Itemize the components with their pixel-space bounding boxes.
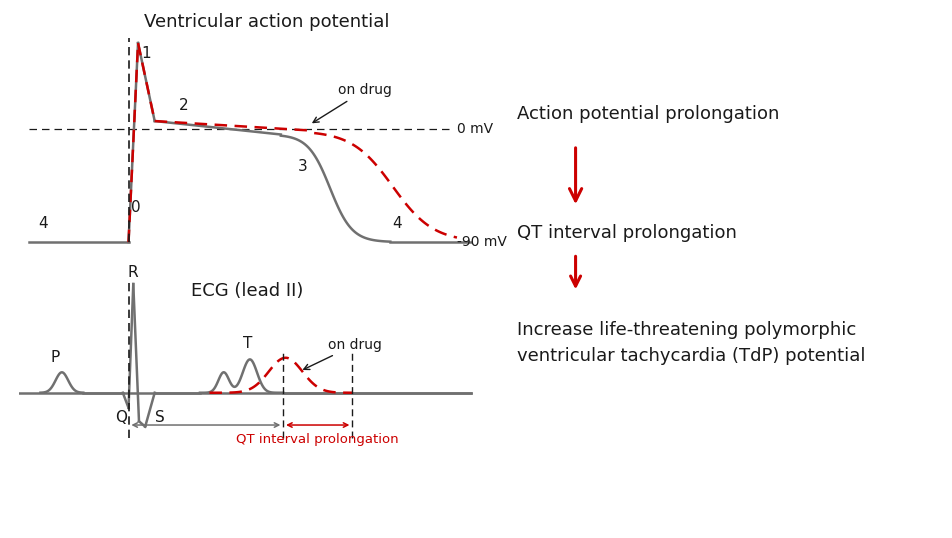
- Text: T: T: [243, 336, 252, 351]
- Text: 1: 1: [141, 46, 151, 61]
- Text: P: P: [50, 350, 59, 365]
- Text: Action potential prolongation: Action potential prolongation: [518, 105, 780, 123]
- Text: 4: 4: [38, 216, 48, 231]
- Text: QT interval prolongation: QT interval prolongation: [236, 433, 399, 446]
- Text: on drug: on drug: [313, 83, 392, 123]
- Text: Increase life-threatening polymorphic
ventricular tachycardia (TdP) potential: Increase life-threatening polymorphic ve…: [518, 321, 866, 365]
- Text: 0 mV: 0 mV: [457, 122, 493, 136]
- Text: R: R: [128, 265, 139, 280]
- Text: ECG (lead II): ECG (lead II): [191, 282, 304, 300]
- Text: 2: 2: [179, 98, 188, 113]
- Text: 4: 4: [392, 216, 403, 231]
- Text: 0: 0: [130, 200, 141, 215]
- Text: Ventricular action potential: Ventricular action potential: [144, 13, 389, 31]
- Text: -90 mV: -90 mV: [457, 235, 506, 249]
- Text: Q: Q: [115, 410, 128, 425]
- Text: S: S: [154, 410, 165, 425]
- Text: on drug: on drug: [304, 338, 383, 370]
- Text: 3: 3: [297, 159, 307, 174]
- Text: QT interval prolongation: QT interval prolongation: [518, 224, 737, 242]
